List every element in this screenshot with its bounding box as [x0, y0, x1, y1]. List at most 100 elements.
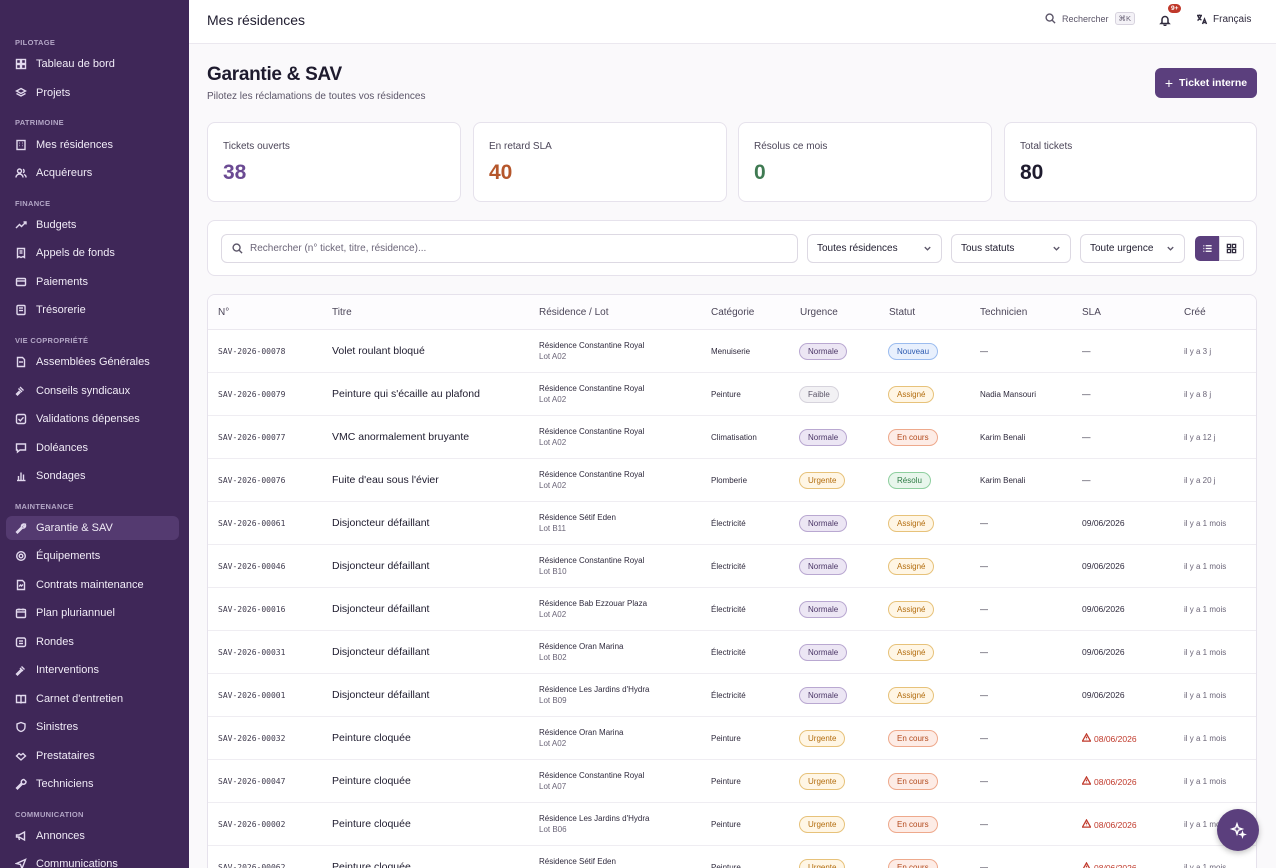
residence-filter-select[interactable]: Toutes résidences: [807, 234, 942, 263]
ticket-search-input[interactable]: Rechercher (n° ticket, titre, résidence)…: [221, 234, 798, 263]
sidebar-item-budgets[interactable]: Budgets: [6, 213, 179, 237]
column-header[interactable]: Catégorie: [711, 307, 755, 318]
sidebar-item-label: Carnet d'entretien: [36, 693, 124, 705]
round-icon: [15, 636, 27, 648]
column-header[interactable]: Urgence: [800, 307, 838, 318]
sla-date: —: [1082, 432, 1091, 442]
status-badge: En cours: [888, 773, 938, 790]
lot-name: Lot B02: [539, 653, 567, 662]
table-row[interactable]: SAV-2026-00078 Volet roulant bloqué Réside…: [208, 330, 1256, 373]
sidebar-item-carnet-d-entretien[interactable]: Carnet d'entretien: [6, 687, 179, 711]
sidebar-item-communications[interactable]: Communications: [6, 852, 179, 868]
ticket-residence: Résidence Oran Marina Lot A02: [539, 727, 623, 749]
table-row[interactable]: SAV-2026-00062 Peinture cloquée Résidence …: [208, 846, 1256, 868]
ticket-created: il y a 1 mois: [1184, 605, 1227, 614]
ticket-category: Électricité: [711, 648, 746, 657]
column-header[interactable]: Technicien: [980, 307, 1028, 318]
sidebar-item-tableau-de-bord[interactable]: Tableau de bord: [6, 52, 179, 76]
table-row[interactable]: SAV-2026-00032 Peinture cloquée Résidence …: [208, 717, 1256, 760]
notification-count-badge: 9+: [1168, 4, 1182, 13]
sidebar-item-label: Contrats maintenance: [36, 579, 144, 591]
sidebar-item-doleances[interactable]: Doléances: [6, 436, 179, 460]
sidebar-section-title: FINANCE: [15, 199, 51, 208]
column-header[interactable]: N°: [218, 307, 230, 318]
sidebar-item-assemblees-generales[interactable]: Assemblées Générales: [6, 350, 179, 374]
urgency-badge: Normale: [799, 343, 848, 360]
sidebar-item-mes-residences[interactable]: Mes résidences: [6, 133, 179, 157]
table-row[interactable]: SAV-2026-00002 Peinture cloquée Résidence …: [208, 803, 1256, 846]
sidebar-item-interventions[interactable]: Interventions: [6, 658, 179, 682]
sidebar-item-label: Acquéreurs: [36, 167, 93, 179]
table-row[interactable]: SAV-2026-00061 Disjoncteur défaillant Rési…: [208, 502, 1256, 545]
ticket-created: il y a 1 mois: [1184, 863, 1227, 868]
ticket-search-placeholder: Rechercher (n° ticket, titre, résidence)…: [250, 243, 427, 254]
urgency-badge: Normale: [799, 429, 848, 446]
column-header[interactable]: Statut: [889, 307, 916, 318]
sidebar-item-conseils-syndicaux[interactable]: Conseils syndicaux: [6, 379, 179, 403]
sidebar-item-acquereurs[interactable]: Acquéreurs: [6, 161, 179, 185]
sidebar-item-techniciens[interactable]: Techniciens: [6, 772, 179, 796]
page-subtitle: Pilotez les réclamations de toutes vos r…: [207, 91, 426, 102]
ticket-residence: Résidence Les Jardins d'Hydra Lot B06: [539, 813, 649, 835]
sidebar-item-rondes[interactable]: Rondes: [6, 630, 179, 654]
ticket-number: SAV-2026-00032: [218, 734, 286, 743]
status-filter-select[interactable]: Tous statuts: [951, 234, 1071, 263]
topbar: Mes résidences Rechercher ⌘K 9+ Français: [189, 0, 1276, 44]
sidebar-item-tresorerie[interactable]: Trésorerie: [6, 298, 179, 322]
table-row[interactable]: SAV-2026-00047 Peinture cloquée Résidence …: [208, 760, 1256, 803]
ticket-residence: Résidence Constantine Royal Lot B10: [539, 555, 644, 577]
table-row[interactable]: SAV-2026-00079 Peinture qui s'écaille au …: [208, 373, 1256, 416]
search-icon: [1045, 13, 1056, 24]
lot-name: Lot B09: [539, 696, 567, 705]
column-header[interactable]: Créé: [1184, 307, 1206, 318]
sidebar-item-plan-pluriannuel[interactable]: Plan pluriannuel: [6, 601, 179, 625]
list-view-toggle[interactable]: [1195, 236, 1219, 261]
stat-value: 38: [223, 161, 247, 184]
sidebar-item-sinistres[interactable]: Sinistres: [6, 715, 179, 739]
filter-bar: Rechercher (n° ticket, titre, résidence)…: [207, 220, 1257, 276]
ticket-category: Électricité: [711, 562, 746, 571]
table-row[interactable]: SAV-2026-00031 Disjoncteur défaillant Rési…: [208, 631, 1256, 674]
ticket-number: SAV-2026-00047: [218, 777, 286, 786]
ticket-category: Peinture: [711, 820, 741, 829]
table-row[interactable]: SAV-2026-00016 Disjoncteur défaillant Rési…: [208, 588, 1256, 631]
sidebar-item-equipements[interactable]: Équipements: [6, 544, 179, 568]
sidebar-item-validations-depenses[interactable]: Validations dépenses: [6, 407, 179, 431]
ticket-created: il y a 1 mois: [1184, 562, 1227, 571]
sidebar-item-annonces[interactable]: Annonces: [6, 824, 179, 848]
sidebar-item-paiements[interactable]: Paiements: [6, 270, 179, 294]
table-row[interactable]: SAV-2026-00046 Disjoncteur défaillant Rési…: [208, 545, 1256, 588]
wrench-icon: [15, 522, 27, 534]
ticket-sla: 08/06/2026: [1081, 818, 1137, 830]
table-header: N° Titre Résidence / Lot Catégorie Urgence St…: [208, 295, 1256, 330]
column-header[interactable]: SLA: [1082, 307, 1101, 318]
ticket-title: Disjoncteur défaillant: [332, 646, 430, 658]
language-selector[interactable]: Français: [1196, 13, 1251, 25]
table-row[interactable]: SAV-2026-00001 Disjoncteur défaillant Rési…: [208, 674, 1256, 717]
notifications-button[interactable]: [1159, 13, 1173, 27]
sidebar-item-prestataires[interactable]: Prestataires: [6, 744, 179, 768]
stat-label: Total tickets: [1020, 141, 1073, 152]
ai-assistant-button[interactable]: [1217, 809, 1259, 851]
urgency-filter-select[interactable]: Toute urgence: [1080, 234, 1185, 263]
sidebar-item-garantie-sav[interactable]: Garantie & SAV: [6, 516, 179, 540]
sidebar-item-sondages[interactable]: Sondages: [6, 464, 179, 488]
sidebar-item-contrats-maintenance[interactable]: Contrats maintenance: [6, 573, 179, 597]
grid-view-toggle[interactable]: [1219, 236, 1244, 261]
chevron-down-icon: [924, 246, 931, 251]
table-row[interactable]: SAV-2026-00077 VMC anormalement bruyante R…: [208, 416, 1256, 459]
ticket-sla: —: [1082, 389, 1091, 399]
ticket-number: SAV-2026-00078: [218, 347, 286, 356]
column-header[interactable]: Titre: [332, 307, 352, 318]
new-internal-ticket-button[interactable]: + Ticket interne: [1155, 68, 1257, 98]
residence-name: Résidence Oran Marina: [539, 642, 624, 651]
global-search-button[interactable]: Rechercher ⌘K: [1045, 12, 1136, 25]
sidebar-item-appels-de-fonds[interactable]: Appels de fonds: [6, 241, 179, 265]
sla-date: —: [1082, 475, 1091, 485]
column-header[interactable]: Résidence / Lot: [539, 307, 609, 318]
ticket-sla: —: [1082, 475, 1091, 485]
table-row[interactable]: SAV-2026-00076 Fuite d'eau sous l'évier Ré…: [208, 459, 1256, 502]
ticket-category: Électricité: [711, 519, 746, 528]
sidebar-item-projets[interactable]: Projets: [6, 81, 179, 105]
sidebar-item-label: Communications: [36, 858, 118, 868]
